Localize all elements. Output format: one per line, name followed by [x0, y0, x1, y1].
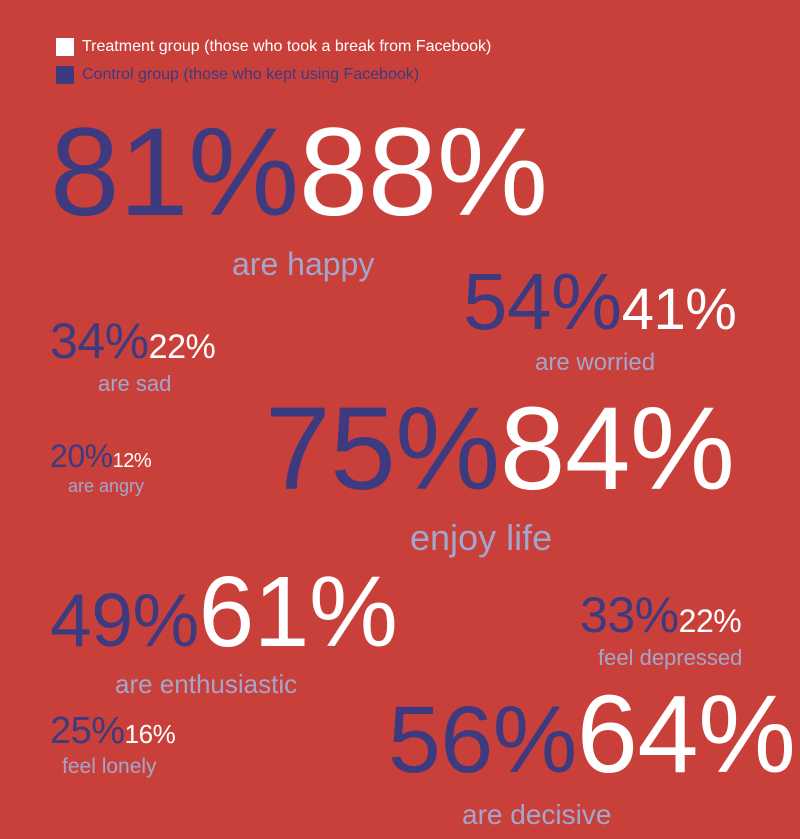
stat-label: are worried [535, 349, 656, 376]
treatment-value: 22% [148, 328, 216, 366]
control-value: 34% [50, 313, 149, 369]
treatment-value: 61% [198, 556, 398, 668]
stat-enjoy-life: 75% 84% [265, 383, 735, 515]
treatment-swatch [56, 38, 74, 56]
control-value: 20% [50, 438, 113, 474]
stat-label: are happy [232, 246, 375, 282]
control-value: 25% [50, 710, 125, 752]
stat-lonely: 25% 16% [50, 710, 176, 752]
stat-label: feel depressed [598, 645, 743, 670]
treatment-value: 12% [112, 450, 152, 472]
stat-angry: 20% 12% [50, 438, 152, 474]
control-value: 54% [463, 257, 622, 346]
stat-happy: 81% 88% [50, 110, 548, 235]
control-value: 49% [50, 578, 199, 662]
treatment-value: 84% [499, 383, 735, 515]
stat-label: are sad [98, 371, 172, 396]
control-value: 75% [265, 383, 500, 515]
stat-worried: 54% 41% [463, 257, 737, 346]
control-value: 56% [388, 687, 577, 793]
treatment-value: 64% [576, 673, 796, 796]
legend-treatment: Treatment group (those who took a break … [56, 38, 491, 56]
control-swatch [56, 66, 74, 84]
treatment-value: 22% [678, 603, 742, 639]
treatment-value: 41% [621, 277, 737, 342]
treatment-value: 88% [298, 103, 548, 242]
legend-control-label: Control group (those who kept using Face… [82, 66, 420, 84]
stat-label: enjoy life [410, 517, 553, 558]
control-value: 33% [580, 587, 679, 643]
stat-label: are decisive [462, 799, 612, 830]
stat-label: are angry [68, 476, 145, 496]
stat-sad: 34% 22% [50, 313, 216, 369]
control-value: 81% [50, 103, 299, 242]
stat-enthusiastic: 49% 61% [50, 556, 398, 668]
stat-label: feel lonely [62, 755, 157, 778]
stat-decisive: 56% 64% [388, 673, 796, 796]
stat-depressed: 33% 22% [580, 587, 742, 643]
legend-treatment-label: Treatment group (those who took a break … [82, 38, 492, 56]
stat-label: are enthusiastic [115, 669, 298, 699]
treatment-value: 16% [124, 719, 176, 749]
legend-control: Control group (those who kept using Face… [56, 66, 419, 84]
